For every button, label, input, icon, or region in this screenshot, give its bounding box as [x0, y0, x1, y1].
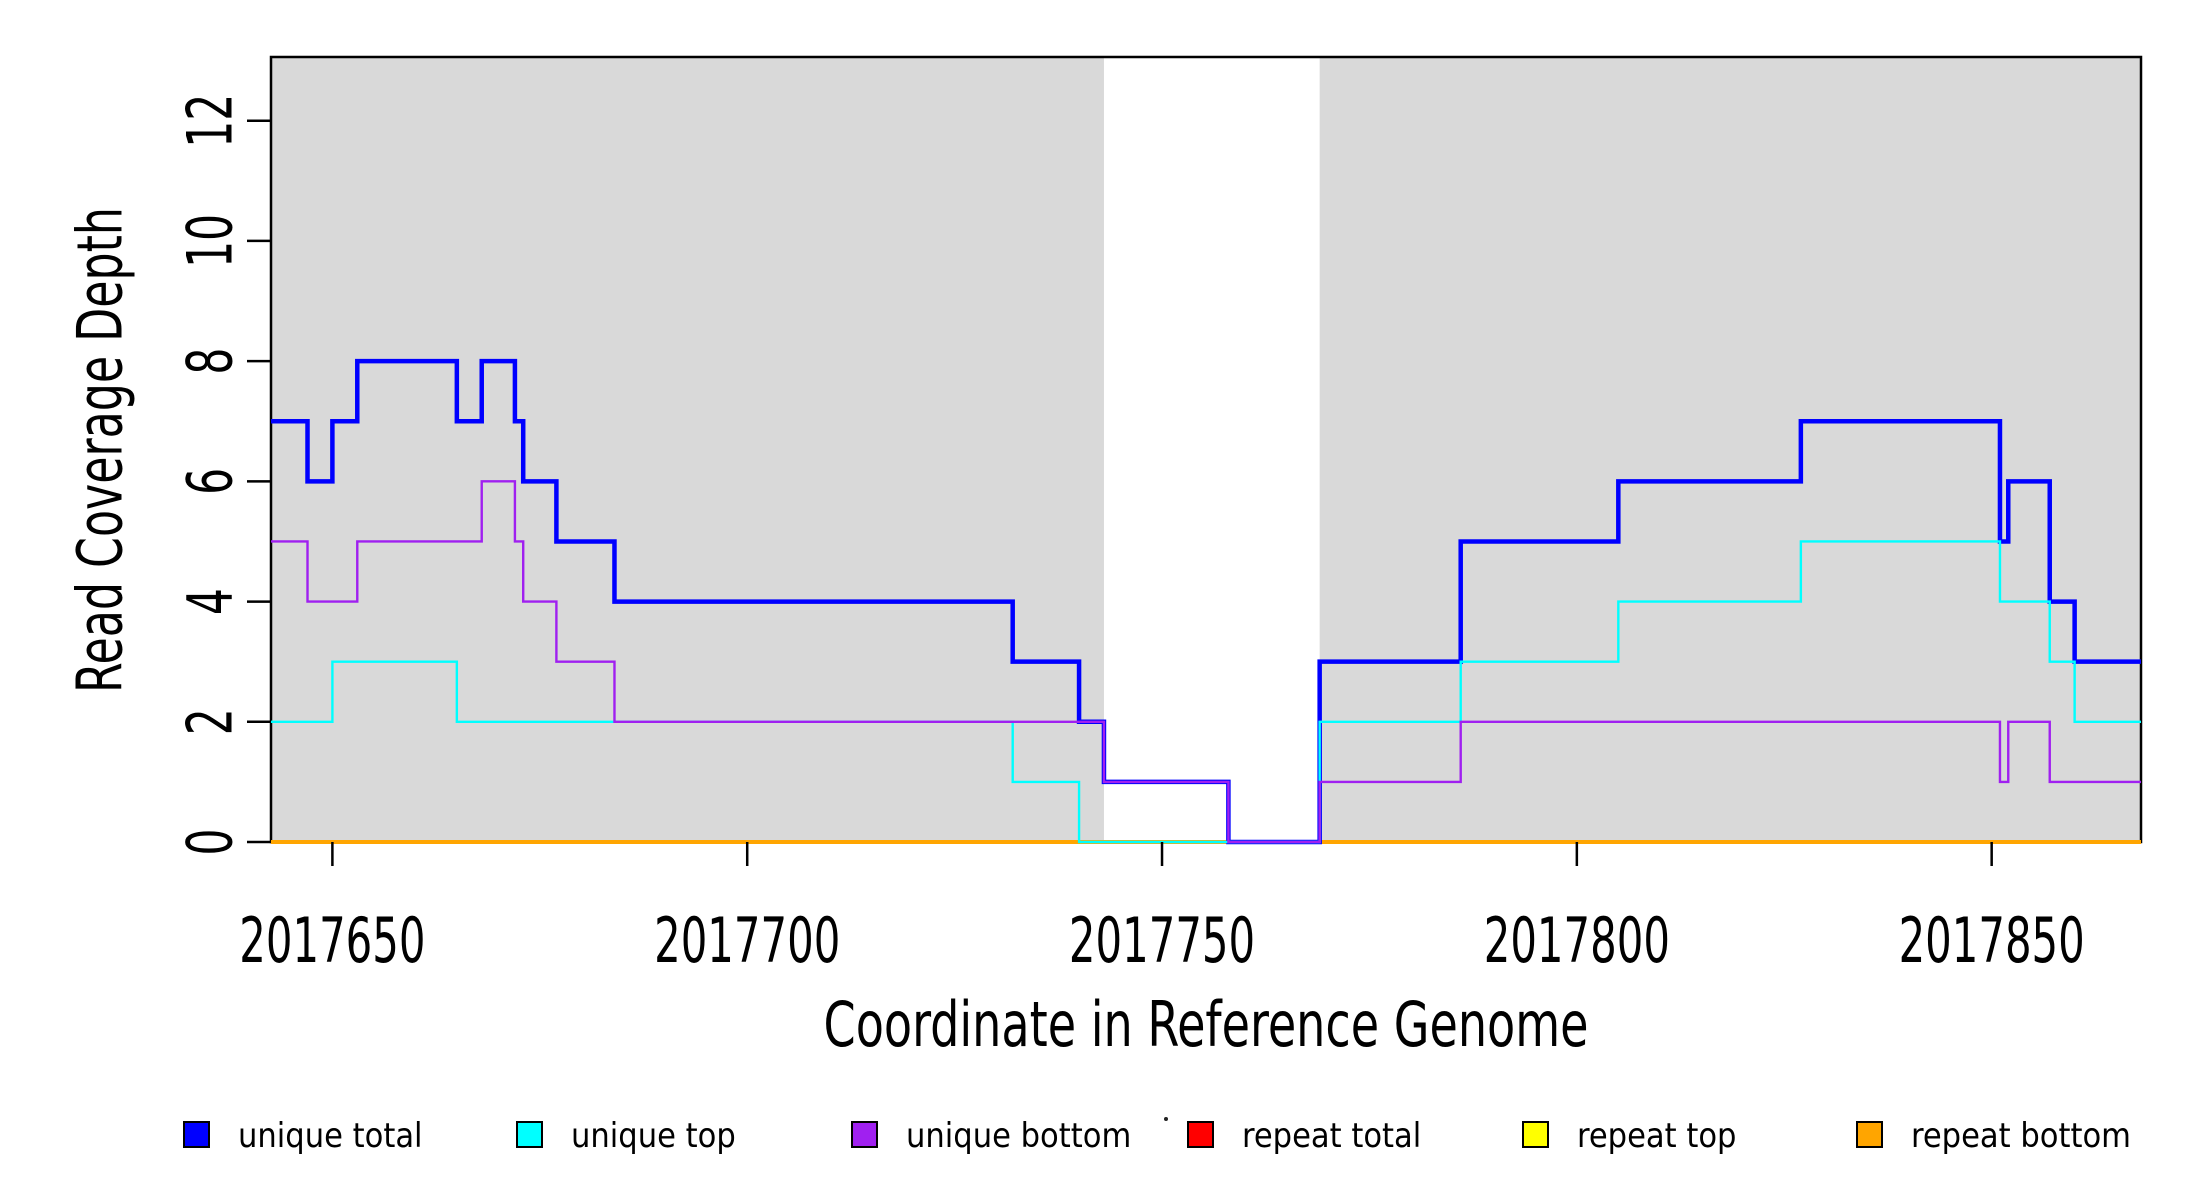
shaded-regions-layer: [271, 57, 2141, 842]
axes-layer: 2017650 2017700 2017750 2017800 2017850 0 2 4 6 8…: [174, 94, 2085, 977]
legend-label-unique-top: unique top: [571, 1116, 736, 1156]
legend-item-repeat-bottom: repeat bottom: [1856, 1116, 2131, 1156]
x-tick-label: 2017800: [1484, 904, 1670, 977]
alignable-region-shade: [1319, 57, 2141, 842]
y-tick-label: 8: [174, 348, 247, 375]
legend-swatch-unique-total: [183, 1121, 210, 1148]
legend-label-repeat-bottom: repeat bottom: [1911, 1116, 2131, 1156]
alignable-region-shade: [271, 57, 1104, 842]
legend-label-repeat-top: repeat top: [1577, 1116, 1736, 1156]
x-axis-title: Coordinate in Reference Genome: [824, 988, 1589, 1061]
y-axis-title: Read Coverage Depth: [64, 207, 137, 693]
series-line-unique-bottom: [271, 480, 2141, 844]
x-tick-label: 2017650: [239, 904, 425, 977]
y-tick-label: 10: [174, 214, 247, 268]
y-tick-label: 12: [174, 94, 247, 148]
y-tick-label: 4: [174, 588, 247, 615]
legend-label-repeat-total: repeat total: [1242, 1116, 1421, 1156]
y-tick-label: 6: [174, 468, 247, 495]
legend: unique total unique top unique bottom repea…: [183, 1116, 2131, 1156]
y-tick-label: 2: [174, 708, 247, 735]
y-tick-label: 0: [174, 829, 247, 856]
legend-item-unique-total: unique total: [183, 1116, 423, 1156]
legend-label-unique-bottom: unique bottom: [906, 1116, 1131, 1156]
legend-swatch-repeat-top: [1522, 1121, 1549, 1148]
x-tick-label: 2017750: [1069, 904, 1255, 977]
legend-swatch-unique-bottom: [851, 1121, 878, 1148]
series-line-unique-total: [271, 358, 2141, 845]
x-tick-label: 2017700: [654, 904, 840, 977]
x-tick-label: 2017850: [1899, 904, 2085, 977]
legend-swatch-repeat-total: [1187, 1121, 1214, 1148]
legend-item-repeat-top: repeat top: [1522, 1116, 1736, 1156]
legend-item-unique-bottom: unique bottom: [851, 1116, 1131, 1156]
stray-dot-mark: [1164, 1117, 1168, 1121]
legend-swatch-repeat-bottom: [1856, 1121, 1883, 1148]
legend-item-unique-top: unique top: [516, 1116, 736, 1156]
legend-swatch-unique-top: [516, 1121, 543, 1148]
legend-item-repeat-total: repeat total: [1187, 1116, 1421, 1156]
legend-label-unique-total: unique total: [238, 1116, 423, 1156]
series-layer: [271, 358, 2141, 845]
series-line-unique-top: [271, 540, 2141, 844]
